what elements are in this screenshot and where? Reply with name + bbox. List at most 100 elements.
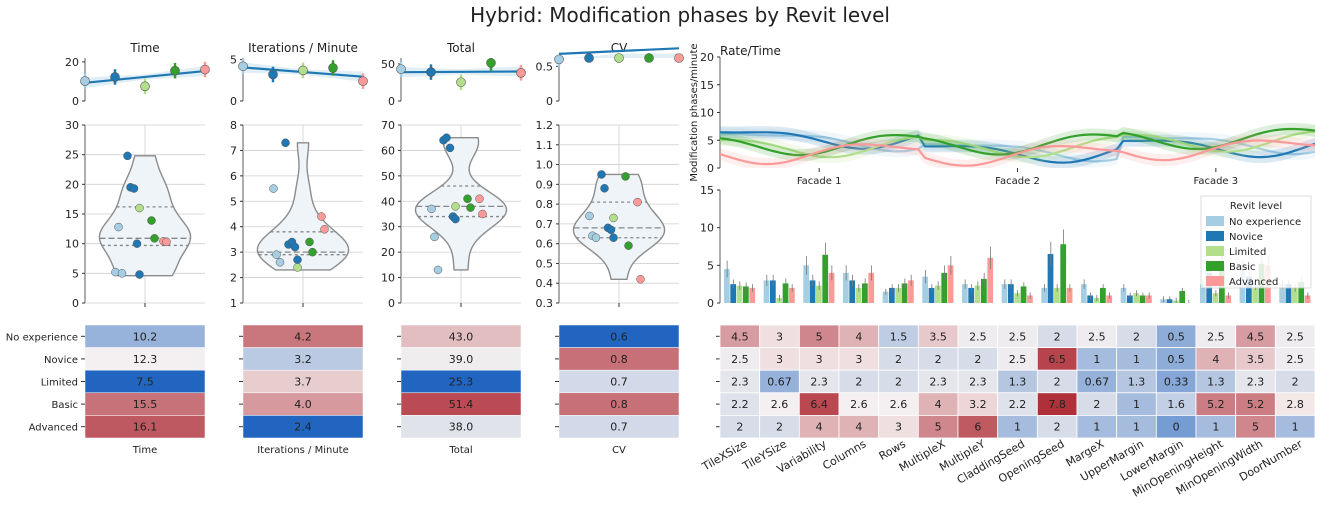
param-heatmap-value: 4 (855, 330, 862, 343)
trend-mean-point (298, 65, 308, 76)
violin-data-point (129, 184, 139, 193)
bar (828, 272, 835, 303)
bar (723, 269, 730, 303)
bar (1106, 295, 1113, 303)
violin-data-point (624, 241, 633, 250)
bar (1066, 287, 1073, 303)
param-heatmap-value: 2.3 (810, 376, 828, 389)
param-heatmap-value: 4.5 (731, 330, 749, 343)
violin-y-tick-label: 0 (388, 297, 395, 310)
violin-y-tick-label: 25 (65, 149, 79, 162)
param-heatmap-value: 1.3 (1009, 376, 1027, 389)
param-heatmap-value: 2 (1054, 330, 1061, 343)
bar (1053, 287, 1060, 303)
bar (895, 287, 902, 303)
param-heatmap-value: 1 (1093, 421, 1100, 434)
trend-mean-point (674, 53, 684, 63)
param-heatmap-column-label: Columns (820, 437, 868, 472)
bar (815, 285, 822, 303)
param-heatmap-value: 2.5 (1286, 353, 1304, 366)
bar (888, 287, 895, 303)
metric-heatmap-value: 3.7 (294, 376, 312, 389)
param-heatmap-value: 3 (776, 330, 783, 343)
trend-y-tick-label: 0 (388, 95, 395, 108)
bar (1007, 284, 1014, 303)
violin-data-point (135, 270, 144, 279)
bar (1285, 284, 1292, 303)
param-heatmap-value: 3.5 (929, 330, 947, 343)
metric-heatmap-value: 0.8 (610, 398, 628, 411)
trend-y-tick-label: 0 (72, 95, 79, 108)
violin-data-point (445, 143, 455, 153)
param-heatmap-value: 0 (1173, 421, 1180, 434)
trend-regression-line (84, 69, 206, 84)
rate-y-tick-label: 15 (700, 79, 714, 92)
bar (1020, 286, 1027, 303)
param-heatmap-value: 2 (1292, 376, 1299, 389)
violin-data-point (609, 213, 618, 223)
param-heatmap-value: 3.2 (969, 398, 987, 411)
bar (1212, 293, 1219, 303)
param-heatmap-value: 2.5 (1009, 330, 1027, 343)
violin-shape (414, 137, 508, 271)
param-heatmap-value: 1 (1133, 398, 1140, 411)
legend-box (1200, 195, 1312, 289)
metric-heatmap-value: 43.0 (449, 330, 474, 343)
param-heatmap-value: 2.3 (1247, 376, 1265, 389)
bar (855, 287, 862, 303)
param-heatmap-value: 2 (1093, 398, 1100, 411)
bar (1291, 287, 1298, 303)
legend-title: Revit level (1230, 201, 1282, 212)
bar (862, 283, 868, 303)
metric-heatmap-value: 0.6 (610, 330, 628, 343)
bar (1298, 281, 1305, 303)
violin-y-tick-label: 0.7 (536, 218, 554, 231)
param-heatmap-value: 1.3 (1128, 376, 1146, 389)
violin-data-point (269, 184, 278, 193)
trend-mean-point (358, 76, 368, 86)
param-heatmap-value: 2 (895, 353, 902, 366)
violin-y-tick-label: 10 (381, 272, 395, 285)
rate-confidence-band (720, 125, 1315, 164)
parameter-heatmap: 4.5 3 5 4 1.5 3.5 2.5 2.5 2 2.5 2 0.5 2.5 4.5 2.5 2.5 3 3… (699, 324, 1316, 500)
metric-heatmap-row-label: Basic (52, 400, 78, 411)
violin-shape (256, 142, 350, 271)
metric-heatmap-value: 0.7 (610, 421, 628, 434)
violin-y-tick-label: 1.1 (536, 139, 554, 152)
bar (928, 287, 935, 303)
bar (1041, 287, 1048, 303)
violin-data-point (281, 138, 290, 148)
param-heatmap-value: 2 (736, 421, 743, 434)
trend-y-tick-label: 20 (65, 56, 79, 69)
param-heatmap-value: 3 (895, 421, 902, 434)
param-heatmap-value: 2.5 (1207, 330, 1225, 343)
param-heatmap-value: 1 (1133, 421, 1140, 434)
violin-data-point (475, 194, 484, 203)
violin-data-point (600, 184, 609, 193)
param-heatmap-value: 0.5 (1167, 330, 1185, 343)
bar (981, 278, 987, 303)
trend-mean-point (80, 76, 90, 86)
parameter-bar-panel: 0 5 10 15 Revit level No experience Novice Limi… (700, 184, 1312, 310)
trend-y-tick-label: 0.5 (536, 60, 554, 73)
param-heatmap-value: 6.4 (810, 398, 828, 411)
bar (1047, 254, 1054, 303)
trend-mean-point (644, 53, 654, 63)
violin-y-tick-label: 20 (381, 246, 395, 259)
metric-heatmap-row-label: No experience (6, 332, 78, 343)
trend-mean-point (456, 77, 466, 88)
param-heatmap-value: 1.5 (890, 330, 908, 343)
rate-series-line (719, 139, 1316, 167)
violin-y-tick-label: 1 (230, 297, 237, 310)
legend-label: Novice (1229, 232, 1263, 243)
metric-heatmap-value: 38.0 (449, 421, 474, 434)
violin-data-point (305, 237, 314, 247)
metric-heatmap-value: 39.0 (449, 353, 474, 366)
param-heatmap-value: 1 (1212, 421, 1219, 434)
param-heatmap-value: 2 (935, 353, 942, 366)
metric-heatmap-row-label: Limited (41, 378, 78, 389)
rate-y-tick-label: 10 (700, 107, 714, 120)
violin-data-point (463, 194, 472, 203)
trend-y-tick-label: 0 (230, 95, 237, 108)
bar (1027, 295, 1033, 303)
